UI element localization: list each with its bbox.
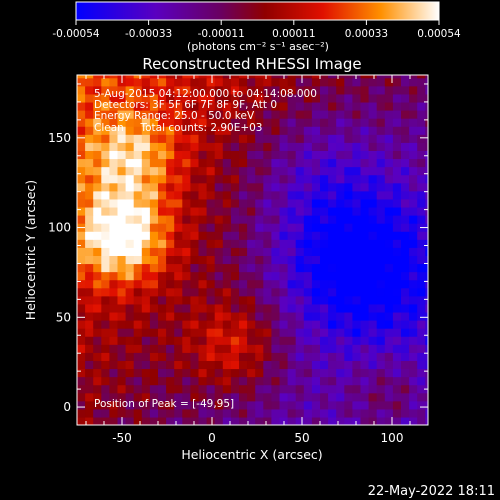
y-tick-label: 150: [48, 131, 71, 145]
x-tick-label: 100: [381, 431, 404, 445]
colorbar-ticks: [75, 20, 440, 25]
annotation-time-range: 5-Aug-2015 04:12:00.000 to 04:14:08.000: [94, 88, 317, 100]
x-tick-label: -50: [112, 431, 132, 445]
y-axis: 0 50 100 150: [48, 83, 428, 426]
colorbar-tick-labels: -0.00054 -0.00033 -0.00011 0.00011 0.00033 0.…: [52, 28, 461, 40]
chart-title: Reconstructed RHESSI Image: [142, 55, 361, 73]
colorbar-tick-label: 0.00011: [272, 28, 315, 40]
y-tick-label: 0: [63, 400, 71, 414]
peak-position-label: Position of Peak = [-49,95]: [94, 398, 234, 410]
x-tick-label: 0: [208, 431, 216, 445]
colorbar-tick-label: 0.00033: [345, 28, 388, 40]
plot-frame: [76, 74, 429, 426]
annotation-total-counts: Clean Total counts: 2.90E+03: [94, 122, 263, 134]
annotation-energy-range: Energy Range: 25.0 - 50.0 keV: [94, 110, 255, 122]
colorbar-tick-label: -0.00011: [198, 28, 245, 40]
colorbar-tick-label: -0.00033: [125, 28, 172, 40]
colorbar-tick-label: -0.00054: [52, 28, 100, 40]
y-tick-label: 50: [56, 310, 71, 324]
y-tick-label: 100: [48, 221, 71, 235]
y-axis-label: Heliocentric Y (arcsec): [23, 180, 38, 320]
colorbar: [75, 1, 440, 21]
x-axis-label: Heliocentric X (arcsec): [181, 447, 322, 462]
footer-date: 22-May-2022 18:11: [368, 484, 495, 499]
colorbar-unit-label: (photons cm⁻² s⁻¹ asec⁻²): [187, 40, 329, 53]
annotation-detectors: Detectors: 3F 5F 6F 7F 8F 9F, Att 0: [94, 99, 277, 111]
colorbar-tick-label: 0.00054: [417, 28, 461, 40]
x-tick-label: 50: [294, 431, 309, 445]
x-axis: -50 0 50 100: [85, 75, 429, 445]
heatmap-image: [77, 75, 428, 425]
